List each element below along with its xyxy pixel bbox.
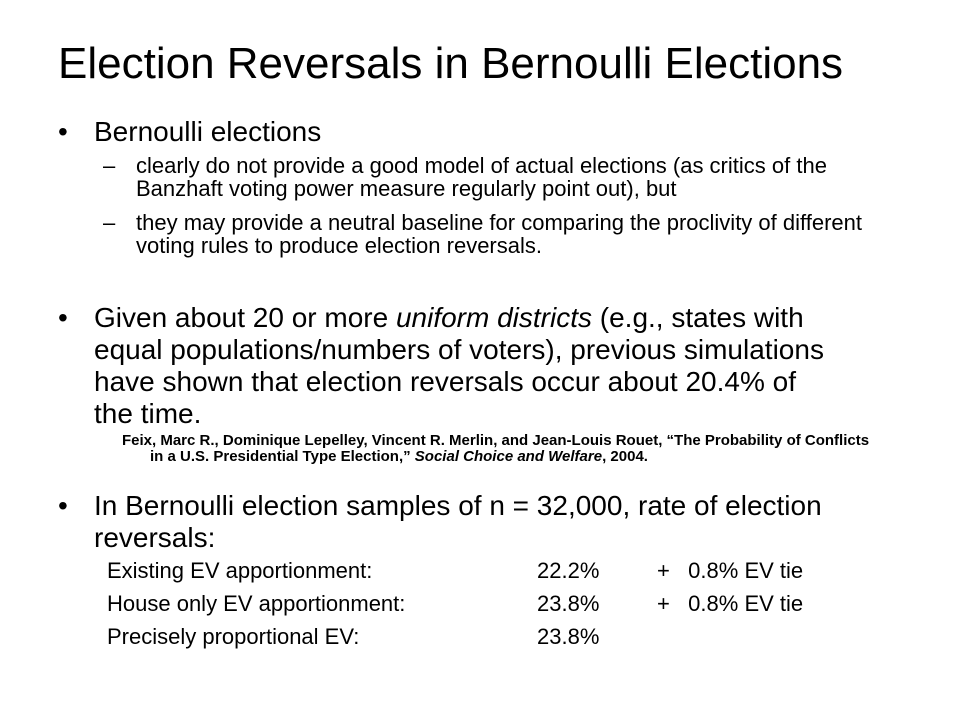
citation-year: , 2004.	[602, 448, 648, 465]
row-tie: + 0.8% EV tie	[657, 558, 804, 583]
bullet-text-after: (e.g., states with equal populations/num…	[94, 302, 824, 429]
sub-bullet-text: clearly do not provide a good model of a…	[136, 153, 827, 201]
row-label: Existing EV apportionment:	[107, 558, 373, 583]
bullet-bernoulli-elections: • Bernoulli elections	[58, 116, 838, 148]
bullet-text: Bernoulli elections	[94, 116, 322, 147]
sub-bullet-marker: –	[103, 210, 116, 235]
citation: Feix, Marc R., Dominique Lepelley, Vince…	[122, 433, 870, 465]
slide-title: Election Reversals in Bernoulli Election…	[58, 39, 844, 88]
row-rate: 22.2%	[537, 558, 600, 583]
bullet-text: Given about 20 or more uniform districts…	[94, 302, 838, 430]
citation-journal: Social Choice and Welfare	[414, 448, 603, 465]
bullet-marker: •	[58, 490, 68, 521]
sub-bullet-marker: –	[103, 153, 116, 178]
bullet-text-italic: uniform districts	[395, 302, 592, 333]
bullet-marker: •	[58, 302, 68, 333]
bullet-marker: •	[58, 116, 68, 147]
row-label: Precisely proportional EV:	[107, 624, 360, 649]
row-tie: + 0.8% EV tie	[657, 591, 804, 616]
citation-authors-title: Feix, Marc R., Dominique Lepelley, Vince…	[122, 432, 870, 465]
row-label: House only EV apportionment:	[107, 591, 406, 616]
bullet-text: In Bernoulli election samples of n = 32,…	[94, 490, 822, 553]
sub-bullet-baseline: – they may provide a neutral baseline fo…	[103, 211, 863, 257]
sub-bullet-critics: – clearly do not provide a good model of…	[103, 154, 863, 200]
bullet-uniform-districts: • Given about 20 or more uniform distric…	[58, 302, 838, 430]
row-rate: 23.8%	[537, 591, 600, 616]
bullet-sample-rates: • In Bernoulli election samples of n = 3…	[58, 490, 838, 554]
sub-bullet-text: they may provide a neutral baseline for …	[136, 210, 862, 258]
row-rate: 23.8%	[537, 624, 600, 649]
bullet-text-before: Given about 20 or more	[94, 302, 396, 333]
